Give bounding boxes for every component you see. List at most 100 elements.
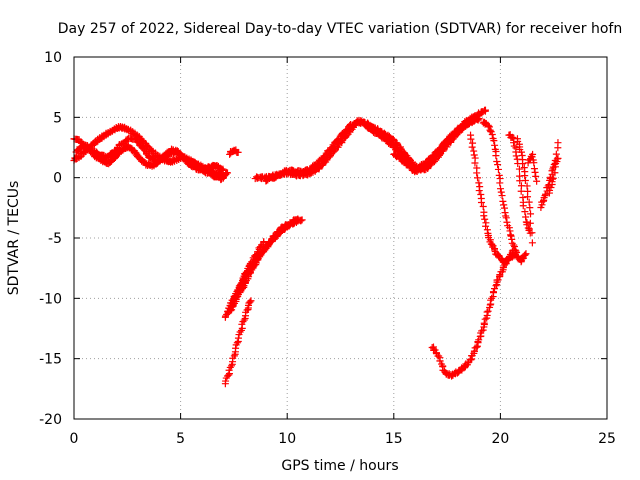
chart-title: Day 257 of 2022, Sidereal Day-to-day VTE…: [58, 21, 622, 37]
data-point: [481, 315, 489, 323]
series-arc-late-7: [545, 139, 562, 197]
data-point: [528, 239, 536, 247]
x-tick-label: 25: [598, 431, 616, 447]
data-point: [480, 319, 488, 327]
data-point: [481, 106, 489, 114]
data-point: [475, 115, 483, 123]
data-point: [492, 152, 500, 160]
data-point: [475, 187, 483, 195]
y-axis-label: SDTVAR / TECUs: [6, 181, 22, 296]
data-point: [237, 280, 245, 288]
data-point: [549, 174, 557, 182]
data-point: [436, 357, 444, 365]
x-tick-label: 15: [385, 431, 403, 447]
x-tick-label: 20: [491, 431, 509, 447]
data-point: [470, 151, 478, 159]
data-point: [517, 187, 525, 195]
data-point: [520, 251, 528, 259]
data-point: [470, 347, 478, 355]
data-point: [473, 343, 481, 351]
data-point: [497, 188, 505, 196]
data-point: [542, 190, 550, 198]
data-point: [449, 131, 457, 139]
data-point: [493, 157, 501, 165]
data-point: [515, 165, 523, 173]
data-point: [491, 246, 499, 254]
data-point: [495, 171, 503, 179]
data-point: [435, 352, 443, 360]
data-point: [491, 141, 499, 149]
data-point: [439, 143, 447, 151]
data-point: [499, 197, 507, 205]
data-point: [551, 157, 559, 165]
series-arc-mid-3: [390, 115, 483, 176]
data-point: [488, 130, 496, 138]
data-point: [475, 179, 483, 187]
y-tick-label: -20: [39, 412, 62, 428]
data-point: [522, 213, 530, 221]
data-point: [233, 339, 241, 347]
y-tick-label: 0: [53, 171, 62, 187]
data-point: [490, 137, 498, 145]
data-point: [521, 177, 529, 185]
series-arc-early-3: [72, 142, 227, 174]
data-point: [224, 169, 232, 177]
data-point: [548, 175, 556, 183]
data-point: [481, 120, 489, 128]
data-point: [489, 288, 497, 296]
data-point: [473, 169, 481, 177]
x-tick-label: 10: [278, 431, 296, 447]
data-point: [519, 160, 527, 168]
data-point: [222, 377, 230, 385]
data-point: [496, 179, 504, 187]
y-tick-label: -5: [48, 231, 62, 247]
series-arc-late-3: [505, 131, 534, 237]
y-tick-label: 10: [44, 50, 62, 66]
data-layer: [70, 106, 562, 388]
data-point: [480, 212, 488, 220]
data-point: [525, 198, 533, 206]
data-point: [485, 122, 493, 130]
data-point: [551, 163, 559, 171]
data-point: [494, 165, 502, 173]
data-point: [533, 177, 541, 185]
data-point: [530, 165, 538, 173]
data-point: [551, 169, 559, 177]
x-axis-label: GPS time / hours: [281, 458, 398, 474]
data-point: [233, 287, 241, 295]
series-arc-late-1: [467, 131, 517, 266]
data-point: [502, 214, 510, 222]
data-point: [242, 268, 250, 276]
series-arc-deep: [221, 297, 255, 388]
series-arc-late-2: [479, 118, 530, 266]
data-point: [488, 294, 496, 302]
series-arc-dip-3: [228, 238, 268, 309]
data-point: [478, 327, 486, 335]
y-tick-label: -10: [39, 291, 62, 307]
data-point: [498, 192, 506, 200]
data-point: [524, 193, 532, 201]
data-point: [484, 121, 492, 129]
data-point: [483, 308, 491, 316]
data-point: [228, 362, 236, 370]
series-arc-late-dip: [428, 250, 519, 380]
data-point: [479, 326, 487, 334]
data-point: [501, 209, 509, 217]
data-point: [260, 238, 268, 246]
data-point: [298, 216, 306, 224]
data-point: [521, 251, 529, 259]
data-point: [526, 219, 534, 227]
data-point: [500, 201, 508, 209]
data-point: [467, 135, 475, 143]
x-tick-label: 5: [176, 431, 185, 447]
data-point: [526, 204, 534, 212]
data-point: [232, 292, 240, 300]
data-point: [522, 250, 530, 258]
data-point: [246, 298, 254, 306]
data-point: [530, 159, 538, 167]
data-point: [494, 276, 502, 284]
data-point: [236, 328, 244, 336]
data-point: [234, 148, 242, 156]
data-point: [508, 133, 516, 141]
